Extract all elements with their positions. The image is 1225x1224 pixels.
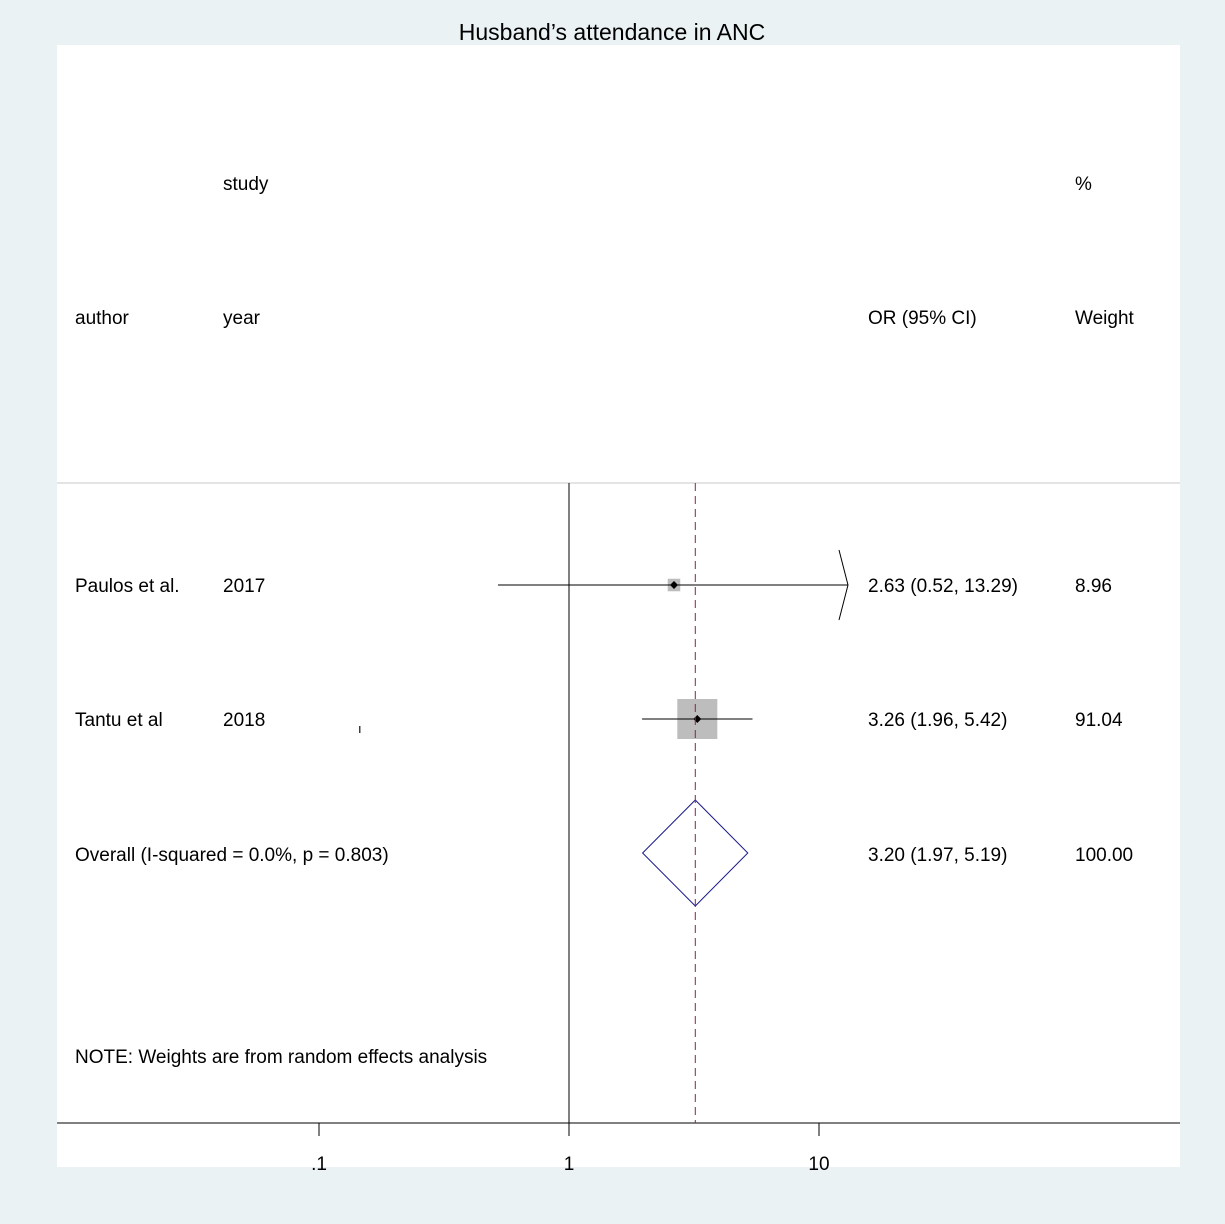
header-author: author (75, 308, 130, 329)
header-effect: OR (95% CI) (868, 308, 977, 329)
overall-diamond (641, 799, 749, 907)
plot-panel (57, 45, 1180, 1167)
study-year: 2018 (223, 710, 265, 731)
header-study: study (223, 174, 269, 195)
study-weight-label: 8.96 (1075, 576, 1112, 597)
study-point-estimate (669, 581, 678, 589)
study-weight-label: 91.04 (1075, 710, 1123, 731)
header-weight: Weight (1075, 308, 1135, 329)
header-year: year (223, 308, 261, 329)
x-tick-label: 1 (564, 1154, 575, 1175)
stray-mark: ı (358, 721, 362, 736)
study-effect-label: 2.63 (0.52, 13.29) (868, 576, 1018, 597)
chart-title: Husband’s attendance in ANC (459, 19, 765, 45)
overall-effect-label: 3.20 (1.97, 5.19) (868, 845, 1007, 866)
x-tick-label: .1 (311, 1154, 327, 1175)
note-text: NOTE: Weights are from random effects an… (75, 1047, 487, 1068)
x-tick-label: 10 (808, 1154, 829, 1175)
header-percent: % (1075, 174, 1092, 195)
study-year: 2017 (223, 576, 265, 597)
overall-label: Overall (I-squared = 0.0%, p = 0.803) (75, 845, 389, 866)
study-effect-label: 3.26 (1.96, 5.42) (868, 710, 1007, 731)
study-author: Tantu et al (75, 710, 163, 731)
overall-weight-label: 100.00 (1075, 845, 1133, 866)
study-author: Paulos et al. (75, 576, 180, 597)
ci-arrow (838, 549, 849, 621)
